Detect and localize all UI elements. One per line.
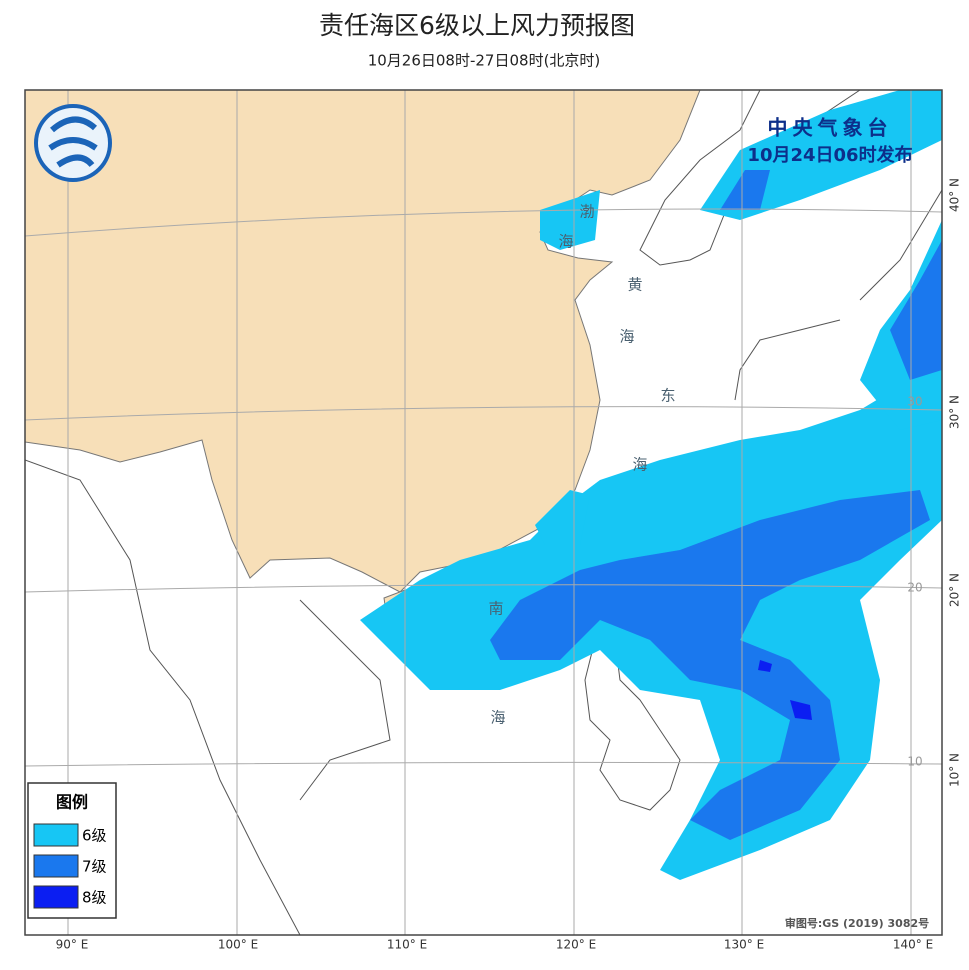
wind-area-6: [535, 490, 590, 545]
legend-swatch: [33, 885, 79, 909]
sea-label: 海: [490, 709, 505, 727]
lon-label: 110° E: [387, 938, 427, 952]
legend-label: 6级: [82, 827, 107, 845]
wind-area-8: [758, 660, 812, 720]
coastline: [25, 459, 391, 935]
grid-label: 20: [907, 581, 922, 595]
lat-label: 30° N: [948, 395, 962, 429]
wind-area-7: [490, 490, 930, 840]
lat-labels: 40° N 30° N 20° N 10° N: [948, 178, 962, 787]
wind-area-6: [540, 190, 600, 250]
legend: 图例 6级 7级 8级: [27, 782, 117, 919]
lon-label: 140° E: [893, 938, 933, 952]
grid-label: 30: [907, 395, 922, 409]
title: 责任海区6级以上风力预报图: [319, 11, 635, 40]
legend-label: 8级: [82, 889, 107, 907]
lon-label: 90° E: [56, 938, 89, 952]
grid-labels: 30 20 10: [907, 395, 922, 769]
lon-label: 100° E: [218, 938, 258, 952]
issuer-name: 中央气象台: [768, 116, 893, 140]
frame: [24, 89, 943, 936]
lat-label: 40° N: [948, 178, 962, 212]
legend-title: 图例: [56, 793, 88, 812]
wind-area-7: [720, 170, 770, 210]
approval-number: 审图号:GS (2019) 3082号: [785, 916, 929, 930]
map-frame: [24, 89, 943, 936]
lon-labels: 90° E 100° E 110° E 120° E 130° E 140° E: [56, 938, 933, 952]
legend-swatch: [33, 854, 79, 878]
sea-label: 东: [660, 387, 675, 405]
grid-label: 10: [907, 755, 922, 769]
lon-label: 130° E: [724, 938, 764, 952]
graticule: [25, 90, 942, 935]
wind-area-7: [890, 240, 942, 380]
sea-label: 海: [632, 456, 647, 474]
legend-label: 7级: [82, 858, 107, 876]
sea-labels: 渤 海 黄 海 东 海 南 海: [488, 203, 675, 727]
lat-label: 20° N: [948, 573, 962, 607]
lat-label: 10° N: [948, 753, 962, 787]
sea-label: 海: [558, 233, 573, 251]
sea-label: 南: [488, 600, 503, 618]
philippines: [584, 618, 681, 811]
legend-swatch: [33, 823, 79, 847]
coastline: [734, 189, 942, 401]
sea-label: 海: [619, 328, 634, 346]
sea-label: 渤: [579, 203, 594, 221]
subtitle: 10月26日08时-27日08时(北京时): [368, 52, 601, 70]
logo: [34, 104, 112, 182]
sea-label: 黄: [627, 276, 642, 294]
issue-time: 10月24日06时发布: [747, 144, 912, 166]
lon-label: 120° E: [556, 938, 596, 952]
